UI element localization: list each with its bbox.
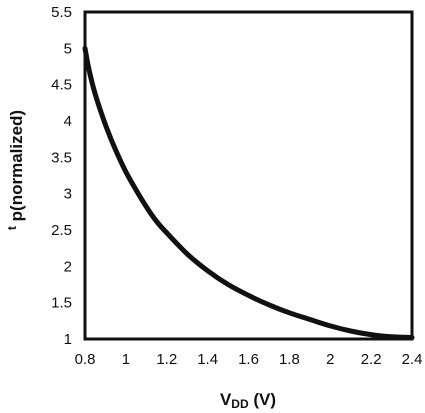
y-axis-title-main: p(normalized): [7, 110, 26, 226]
x-axis-ticks: 0.8 1 1.2 1.4 1.6 1.8 2 2.2 2.4: [75, 351, 423, 368]
y-tick-label: 3.5: [51, 149, 72, 166]
x-axis-title-suffix: (V): [249, 390, 276, 409]
series-layer: [82, 45, 415, 340]
y-axis-title: t p(normalized): [5, 110, 26, 230]
y-axis-ticks: 1 1.5 2 2.5 3 3.5 4 4.5 5 5.5: [51, 4, 72, 348]
x-tick-label: 1.2: [156, 351, 177, 368]
x-axis-title-main: V: [220, 390, 232, 409]
y-axis-title-superscript: t: [5, 226, 19, 230]
y-tick-label: 5.5: [51, 4, 72, 21]
x-tick-label: 2: [326, 351, 334, 368]
y-tick-label: 4: [64, 113, 72, 130]
x-tick-label: 1: [122, 351, 130, 368]
y-tick-label: 3: [64, 186, 72, 203]
plot-frame: [83, 10, 414, 341]
x-tick-label: 2.2: [361, 351, 382, 368]
y-tick-label: 2.5: [51, 222, 72, 239]
y-tick-label: 2: [64, 258, 72, 275]
x-tick-label: 2.4: [402, 351, 423, 368]
y-tick-label: 4.5: [51, 77, 72, 94]
y-tick-label: 1.5: [51, 295, 72, 312]
series-line: [82, 45, 415, 340]
x-tick-label: 1.8: [279, 351, 300, 368]
x-tick-label: 1.6: [238, 351, 259, 368]
x-axis-title-subscript: DD: [231, 397, 249, 411]
x-tick-label: 1.4: [197, 351, 218, 368]
y-tick-label: 1: [64, 331, 72, 348]
x-axis-title: VDD (V): [220, 390, 276, 411]
x-tick-label: 0.8: [75, 351, 96, 368]
y-tick-label: 5: [64, 40, 72, 57]
